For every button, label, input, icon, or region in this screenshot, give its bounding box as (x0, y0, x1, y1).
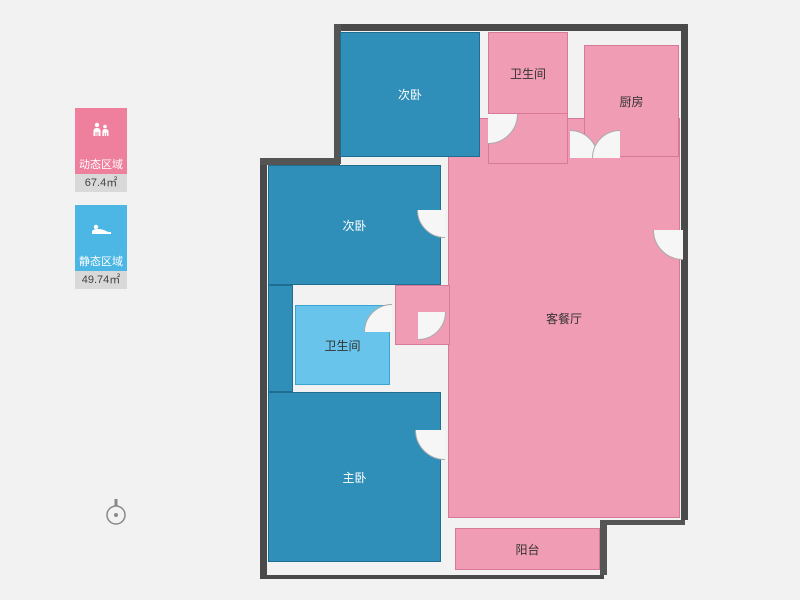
floorplan-canvas: 客餐厅 次卧 卫生间 厨房 次卧 卫生间 主卧 阳台 动态区域 67.4㎡ (0, 0, 800, 600)
room-label: 主卧 (342, 469, 366, 486)
legend-dynamic: 动态区域 67.4㎡ (75, 108, 127, 192)
room-label: 厨房 (619, 93, 643, 110)
sleep-icon (89, 217, 113, 241)
room-living: 客餐厅 (448, 118, 680, 518)
room-bed1: 主卧 (268, 392, 441, 562)
legend-dynamic-label: 动态区域 (75, 156, 127, 174)
wall-mask-br (604, 520, 694, 585)
legend-static-swatch (75, 205, 127, 253)
legend-static: 静态区域 49.74㎡ (75, 205, 127, 289)
legend-dynamic-value: 67.4㎡ (75, 174, 127, 192)
outer-wall-ul2 (260, 158, 340, 165)
legend-static-value: 49.74㎡ (75, 271, 127, 289)
legend-static-label: 静态区域 (75, 253, 127, 271)
room-wc1: 卫生间 (488, 32, 568, 114)
wall-mask-ul (256, 20, 334, 160)
room-bed2a: 次卧 (340, 32, 480, 157)
room-label: 客餐厅 (546, 310, 582, 327)
room-gap1 (268, 285, 293, 392)
room-label: 卫生间 (510, 65, 546, 82)
room-bed2b: 次卧 (268, 165, 441, 285)
room-balcony: 阳台 (455, 528, 600, 570)
outer-wall-br2 (600, 520, 685, 525)
room-label: 次卧 (398, 86, 422, 103)
compass-icon (100, 495, 132, 527)
room-label: 阳台 (515, 541, 539, 558)
legend-dynamic-swatch (75, 108, 127, 156)
room-label: 卫生间 (324, 337, 360, 354)
people-icon (89, 120, 113, 144)
room-label: 次卧 (342, 217, 366, 234)
outer-wall-br (600, 520, 607, 575)
